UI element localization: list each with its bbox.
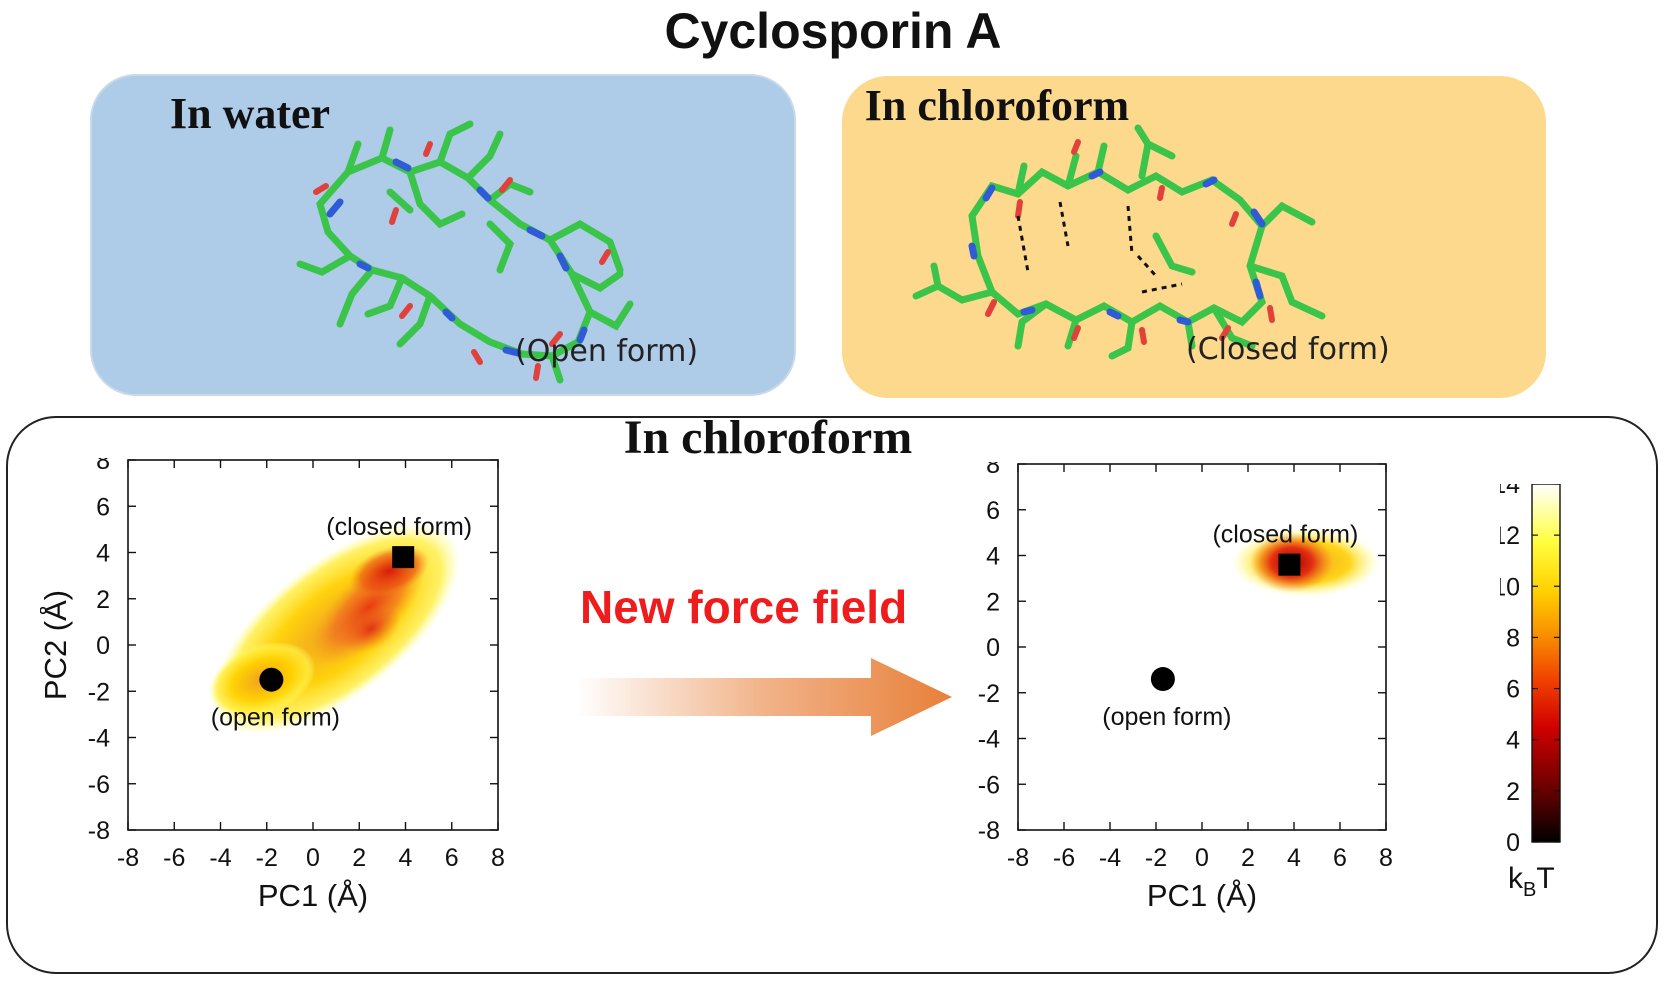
y-tick-label: 0 — [96, 632, 110, 660]
x-tick-label: 6 — [445, 844, 459, 872]
x-tick-label: 4 — [1287, 844, 1301, 872]
comparison-title: In chloroform — [623, 411, 913, 464]
open-form-marker — [259, 667, 284, 692]
x-tick-label: 2 — [1241, 844, 1255, 872]
x-tick-label: 8 — [491, 844, 505, 872]
closed-form-label: (closed form) — [1212, 521, 1358, 549]
y-tick-label: 8 — [96, 458, 110, 475]
colorbar-tick-label: 10 — [1500, 573, 1520, 601]
y-tick-label: 0 — [986, 634, 1000, 662]
new-force-field-label: New force field — [580, 581, 908, 633]
x-tick-label: -8 — [1007, 844, 1029, 872]
y-tick-label: -4 — [88, 725, 110, 753]
x-tick-label: 0 — [306, 844, 320, 872]
x-tick-label: 2 — [352, 844, 366, 872]
y-tick-label: -8 — [978, 817, 1000, 845]
colorbar-tick-label: 12 — [1500, 522, 1520, 550]
y-tick-label: -2 — [978, 680, 1000, 708]
open-form-molecule — [296, 120, 634, 384]
colorbar: 14 12 10 8 6 4 2 0 kBT — [1500, 484, 1561, 901]
closed-form-marker — [1278, 553, 1301, 576]
y-tick-label: 4 — [96, 540, 110, 568]
y-tick-label: 6 — [96, 493, 110, 521]
y-tick-label: 6 — [986, 497, 1000, 525]
y-axis-label: PC2 (Å) — [40, 590, 73, 700]
y-tick-label: -6 — [978, 771, 1000, 799]
comparison-frame — [6, 416, 1658, 974]
colorbar-tick-label: 4 — [1506, 727, 1520, 755]
colorbar-tick-label: 14 — [1500, 484, 1520, 499]
closed-form-molecule — [912, 124, 1326, 360]
x-tick-label: -2 — [1145, 844, 1167, 872]
closed-form-caption: (Closed form) — [1186, 332, 1390, 367]
x-tick-label: 6 — [1333, 844, 1347, 872]
closed-form-label: (closed form) — [326, 513, 472, 541]
x-tick-label: -2 — [256, 844, 278, 872]
x-axis-label: PC1 (Å) — [258, 878, 368, 913]
y-tick-label: 8 — [986, 462, 1000, 479]
y-tick-label: -6 — [88, 771, 110, 799]
y-tick-label: -4 — [978, 726, 1000, 754]
open-form-caption: (Open form) — [515, 334, 699, 369]
y-tick-label: -2 — [88, 678, 110, 706]
open-form-label: (open form) — [211, 704, 340, 732]
open-form-label: (open form) — [1102, 703, 1231, 731]
y-tick-label: -8 — [88, 817, 110, 845]
free-energy-plot-before: -8 -6 -4 -2 0 2 4 6 8 8 6 4 2 0 -2 -4 -6 -8 PC1 (Å) PC2 (Å)… — [40, 458, 505, 913]
plot-frame — [1017, 463, 1387, 831]
transition-arrow — [576, 658, 952, 736]
x-tick-label: -8 — [117, 844, 139, 872]
x-tick-label: -6 — [1053, 844, 1075, 872]
colorbar-tick-label: 8 — [1506, 624, 1520, 652]
y-tick-label: 2 — [986, 588, 1000, 616]
colorbar-tick-label: 6 — [1506, 676, 1520, 704]
y-tick-label: 2 — [96, 586, 110, 614]
page-title: Cyclosporin A — [664, 3, 1002, 59]
chloroform-panel-title: In chloroform — [864, 81, 1130, 130]
x-tick-label: 4 — [399, 844, 413, 872]
x-tick-label: -6 — [163, 844, 185, 872]
density-region — [340, 604, 401, 654]
x-tick-label: 0 — [1195, 844, 1209, 872]
colorbar-gradient — [1531, 484, 1561, 843]
colorbar-label: kBT — [1508, 862, 1555, 901]
water-panel — [90, 74, 796, 396]
y-tick-label: 4 — [986, 543, 1000, 571]
water-panel-title: In water — [170, 89, 331, 138]
x-tick-label: -4 — [1099, 844, 1121, 872]
open-form-marker — [1150, 667, 1175, 692]
colorbar-tick-label: 2 — [1506, 778, 1520, 806]
closed-form-marker — [392, 546, 415, 569]
x-tick-label: -4 — [209, 844, 231, 872]
x-axis-label: PC1 (Å) — [1147, 878, 1257, 913]
x-tick-label: 8 — [1379, 844, 1393, 872]
colorbar-tick-label: 0 — [1506, 829, 1520, 857]
